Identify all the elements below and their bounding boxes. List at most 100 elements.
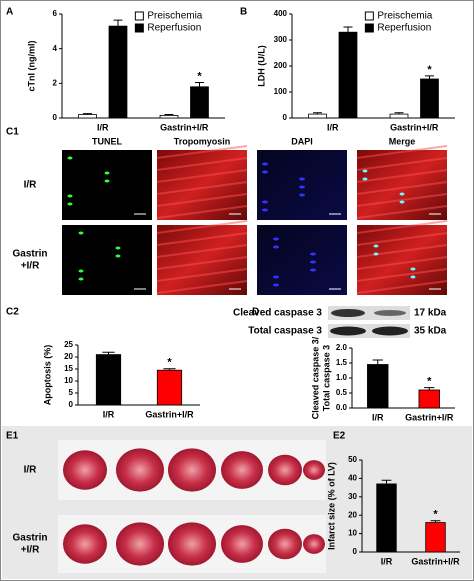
- nucleus: [362, 169, 368, 173]
- slice: [303, 534, 325, 554]
- y-tick-label: 40: [348, 474, 357, 483]
- slice: [116, 448, 164, 492]
- fiber: [356, 193, 448, 207]
- y-tick-label: 200: [274, 61, 288, 70]
- legend-swatch: [364, 23, 374, 33]
- fiber: [156, 244, 248, 258]
- error-bar: [164, 114, 174, 116]
- significance: *: [433, 509, 438, 521]
- y-axis-label: Apoptosis (%): [42, 345, 52, 406]
- fiber: [156, 220, 248, 234]
- x-tick-label: Gastrin+I/R: [160, 122, 209, 132]
- row-label: Gastrin: [12, 533, 47, 544]
- y-tick-label: 5: [69, 388, 74, 397]
- bar: [95, 354, 122, 406]
- x-tick-label: I/R: [97, 122, 109, 132]
- bar: [308, 113, 327, 119]
- nucleus: [67, 202, 73, 206]
- y-tick-label: 20: [348, 510, 357, 519]
- x-tick-label: Gastrin+I/R: [390, 122, 439, 132]
- bar: [108, 25, 128, 119]
- fiber: [356, 268, 448, 282]
- nucleus: [310, 252, 316, 256]
- slice: [221, 525, 263, 563]
- nucleus: [399, 192, 405, 196]
- blot-label: Total caspase 3: [248, 326, 322, 337]
- y-tick-label: 0: [283, 113, 288, 122]
- y-tick-label: 6: [53, 9, 58, 18]
- error-bar: [381, 479, 392, 484]
- row-label: +I/R: [21, 545, 40, 556]
- nucleus: [262, 162, 268, 166]
- error-bar: [163, 368, 176, 371]
- legend-swatch: [134, 23, 144, 33]
- fiber: [356, 145, 448, 159]
- y-tick-label: 0: [353, 547, 358, 556]
- fiber: [356, 244, 448, 258]
- y-tick-label: 20: [64, 352, 73, 361]
- fiber: [356, 205, 448, 219]
- micrograph: [62, 150, 152, 220]
- micrograph: [62, 225, 152, 295]
- error-bar: [372, 359, 383, 365]
- bar: [190, 86, 209, 119]
- column-header: Merge: [389, 136, 416, 146]
- column-header: DAPI: [291, 136, 313, 146]
- fiber: [156, 280, 248, 294]
- fiber: [156, 268, 248, 282]
- x-tick-label: Gastrin+I/R: [411, 556, 460, 566]
- slice: [63, 524, 107, 564]
- fiber: [356, 220, 448, 234]
- slice: [168, 448, 216, 492]
- fiber: [156, 205, 248, 219]
- nucleus: [78, 277, 84, 281]
- fiber: [356, 232, 448, 246]
- y-tick-label: 2: [53, 78, 58, 87]
- fiber: [156, 193, 248, 207]
- y-axis-label: Infarct size (% of LV): [326, 462, 336, 550]
- nucleus: [104, 179, 110, 183]
- nucleus: [78, 269, 84, 273]
- nucleus: [373, 244, 379, 248]
- legend-label: Reperfusion: [377, 23, 431, 34]
- panel-letter: C2: [6, 307, 19, 318]
- row-label: I/R: [24, 180, 38, 191]
- micrographs: [62, 145, 448, 295]
- fiber: [156, 181, 248, 195]
- nucleus: [273, 283, 279, 287]
- nucleus: [115, 246, 121, 250]
- error-bar: [343, 26, 353, 33]
- fiber: [156, 232, 248, 246]
- y-tick-label: 10: [64, 376, 73, 385]
- panel-letter: E2: [333, 431, 346, 442]
- nucleus: [410, 275, 416, 279]
- y-tick-label: 0: [69, 400, 74, 409]
- y-tick-label: 2.0: [336, 343, 348, 352]
- bar: [376, 483, 397, 553]
- significance: *: [427, 376, 432, 388]
- nucleus: [78, 231, 84, 235]
- nucleus: [104, 171, 110, 175]
- y-tick-label: 100: [274, 87, 288, 96]
- y-tick-label: 1.5: [336, 358, 348, 367]
- nucleus: [299, 177, 305, 181]
- nucleus: [310, 260, 316, 264]
- nucleus: [373, 252, 379, 256]
- nucleus: [299, 193, 305, 197]
- fiber: [156, 145, 248, 159]
- y-tick-label: 1.0: [336, 373, 348, 382]
- fiber: [356, 280, 448, 294]
- slice: [268, 454, 302, 486]
- y-tick-label: 400: [274, 9, 288, 18]
- slice: [268, 528, 302, 560]
- y-tick-label: 10: [348, 529, 357, 538]
- bar: [389, 113, 409, 119]
- error-bar: [83, 113, 92, 115]
- fiber: [356, 256, 448, 270]
- bar: [425, 522, 446, 553]
- column-header: TUNEL: [92, 136, 122, 146]
- x-tick-label: I/R: [103, 409, 115, 419]
- row-label: +I/R: [21, 261, 40, 272]
- blot-label: Cleaved caspase 3: [233, 308, 322, 319]
- y-tick-label: 15: [64, 364, 73, 373]
